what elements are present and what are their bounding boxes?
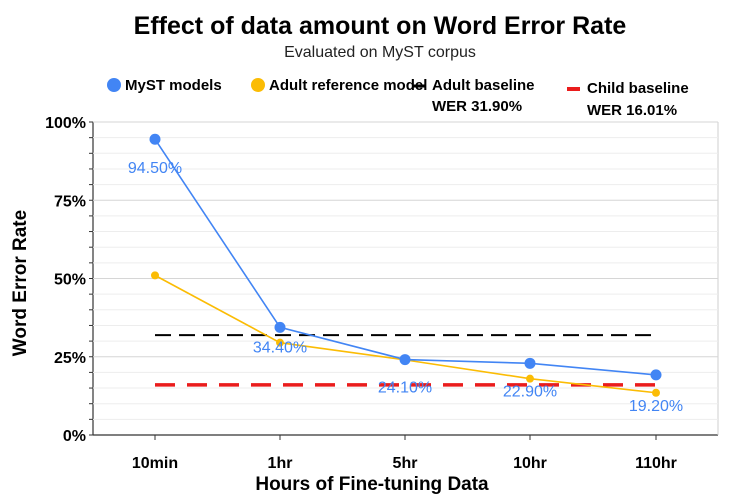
grid — [93, 121, 718, 420]
data-point-myst — [524, 357, 536, 369]
x-axis-label: Hours of Fine-tuning Data — [255, 474, 489, 495]
data-point-adult-reference — [276, 338, 284, 347]
y-tick-label: 100% — [45, 115, 86, 132]
legend-label-adult-reference: Adult reference model — [269, 77, 427, 94]
legend-label-child-baseline: Child baseline — [587, 80, 689, 97]
y-ticks: 0% 25% 50% 75% 100% — [45, 115, 93, 445]
x-tick-label: 5hr — [393, 455, 418, 472]
y-tick-label: 50% — [54, 272, 86, 289]
data-point-myst — [650, 369, 662, 381]
legend: MyST models Adult reference model Adult … — [107, 77, 689, 119]
data-label-myst: 94.50% — [128, 160, 182, 177]
data-point-adult-reference — [151, 271, 159, 280]
legend-label-myst: MyST models — [125, 77, 222, 94]
data-point-adult-reference — [652, 388, 660, 397]
data-label-myst: 24.10% — [378, 380, 432, 397]
x-tick-label: 10hr — [513, 455, 547, 472]
legend-marker-adult-reference — [251, 78, 265, 92]
data-label-myst: 19.20% — [629, 398, 683, 415]
baselines — [155, 334, 656, 387]
legend-label-adult-baseline: Adult baseline — [432, 77, 535, 94]
series — [149, 133, 662, 397]
chart-title: Effect of data amount on Word Error Rate — [134, 12, 627, 40]
x-ticks: 10min 1hr 5hr 10hr 110hr — [132, 435, 677, 472]
chart-subtitle: Evaluated on MyST corpus — [284, 44, 476, 61]
y-tick-label: 75% — [54, 193, 86, 210]
series-line-adult-reference — [154, 274, 657, 394]
series-line-myst — [154, 138, 657, 376]
data-point-myst — [399, 354, 411, 366]
data-label-myst: 22.90% — [503, 383, 557, 400]
legend-marker-myst — [107, 78, 121, 92]
data-point-myst — [274, 321, 286, 333]
data-point-myst — [149, 133, 161, 145]
y-tick-label: 0% — [63, 428, 86, 445]
x-tick-label: 1hr — [268, 455, 293, 472]
legend-value-adult-baseline: WER 31.90% — [432, 98, 522, 115]
y-tick-label: 25% — [54, 350, 86, 367]
legend-value-child-baseline: WER 16.01% — [587, 102, 677, 119]
data-point-adult-reference — [526, 374, 534, 383]
data-labels: 94.50% 34.40% 24.10% 22.90% 19.20% — [128, 160, 683, 415]
y-axis-label: Word Error Rate — [10, 210, 31, 356]
x-tick-label: 10min — [132, 455, 178, 472]
x-tick-label: 110hr — [635, 455, 677, 472]
data-label-myst: 34.40% — [253, 339, 307, 356]
